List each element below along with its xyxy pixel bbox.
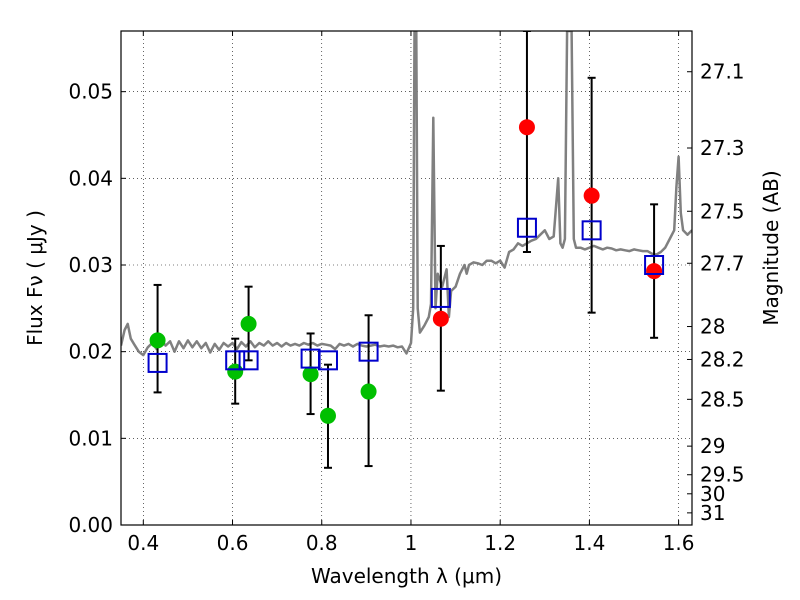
model-point-square xyxy=(238,350,259,371)
x-tick-label: 0.4 xyxy=(127,531,159,555)
y-axis-label: Flux Fν ( μJy ) xyxy=(23,210,47,346)
y2-tick-label: 28.5 xyxy=(700,387,745,411)
y2-tick-label: 30 xyxy=(700,482,725,506)
y-tick-label: 0.05 xyxy=(68,80,113,104)
y-tick-label: 0.02 xyxy=(68,340,113,364)
data-point-circle xyxy=(302,366,319,383)
y2-tick-label: 27.1 xyxy=(700,60,745,84)
y2-tick-label: 28.2 xyxy=(700,347,745,371)
data-point-circle xyxy=(583,187,600,204)
model-point-square xyxy=(430,287,451,308)
model-point-square xyxy=(358,341,379,362)
model-point-square xyxy=(225,350,246,371)
data-point-circle xyxy=(646,263,663,280)
x-tick-label: 0.8 xyxy=(306,531,338,555)
plot-frame xyxy=(120,30,693,526)
data-point-circle xyxy=(518,119,535,136)
y2-tick-label: 27.3 xyxy=(700,136,745,160)
x-tick-label: 1.6 xyxy=(663,531,695,555)
x-tick-label: 0.6 xyxy=(217,531,249,555)
y-tick-label: 0.04 xyxy=(68,166,113,190)
y2-tick-label: 27.7 xyxy=(700,251,745,275)
data-point-circle xyxy=(360,383,377,400)
ticks: 0.4 0.6 0.8 1 1.2 1.4 1.6 0.00 0.01 0.02 0.03 0.04 0… xyxy=(68,31,745,555)
y2-tick-label: 31 xyxy=(700,501,725,525)
x-axis-label: Wavelength λ (μm) xyxy=(311,564,502,588)
model-point-square xyxy=(516,217,537,238)
y2-axis-label: Magnitude (AB) xyxy=(759,170,783,325)
model-point-square xyxy=(317,350,338,371)
y-tick-label: 0.03 xyxy=(68,253,113,277)
grid xyxy=(121,31,692,526)
data-point-circle xyxy=(240,315,257,332)
data-point-circle xyxy=(149,332,166,349)
model-point-square xyxy=(581,220,602,241)
x-tick-label: 1 xyxy=(405,531,418,555)
x-tick-label: 1.4 xyxy=(573,531,605,555)
model-point-square xyxy=(147,352,168,373)
y-tick-label: 0.01 xyxy=(68,426,113,450)
y-tick-label: 0.00 xyxy=(68,513,113,537)
data-point-circle xyxy=(319,407,336,424)
y2-tick-label: 27.5 xyxy=(700,199,745,223)
series xyxy=(121,31,692,469)
x-tick-label: 1.2 xyxy=(484,531,516,555)
model-spectrum-line xyxy=(121,31,692,357)
data-point-circle xyxy=(432,310,449,327)
model-point-square xyxy=(644,255,665,275)
y2-tick-label: 29 xyxy=(700,434,725,458)
y2-tick-label: 29.5 xyxy=(700,463,745,487)
y2-tick-label: 28 xyxy=(700,315,725,339)
